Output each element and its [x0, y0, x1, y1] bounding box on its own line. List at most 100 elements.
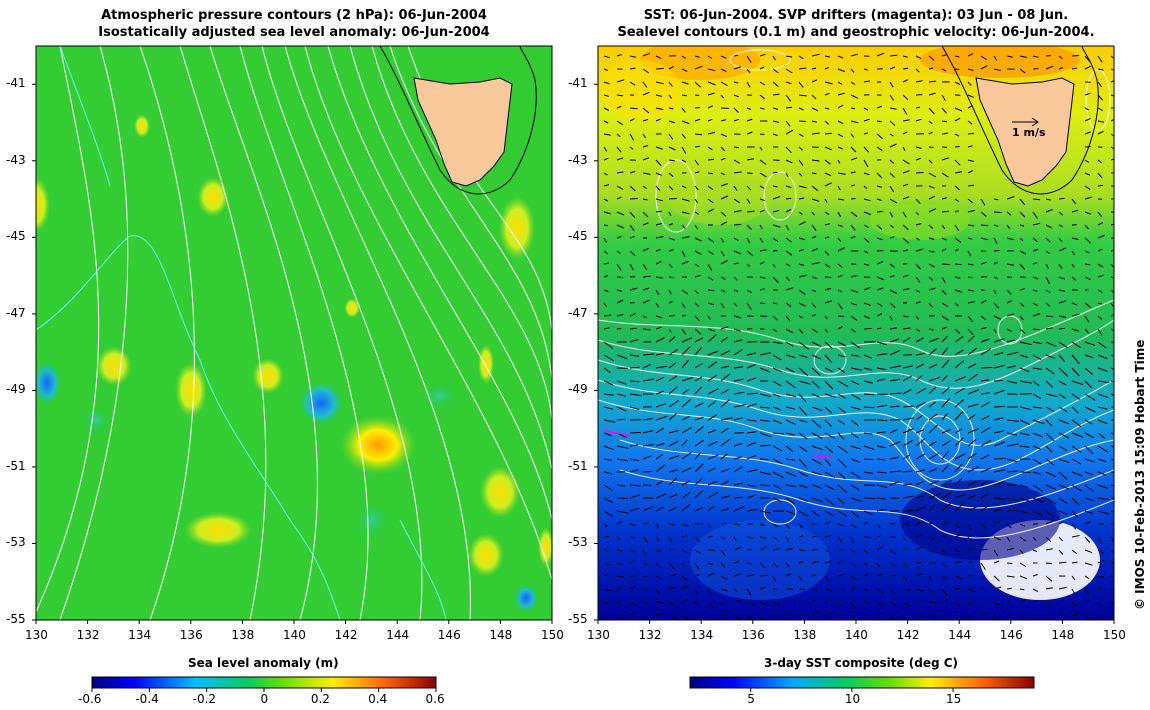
velocity-arrow: [824, 223, 830, 226]
velocity-arrow: [798, 341, 809, 350]
velocity-arrow: [915, 315, 919, 320]
velocity-arrow: [1032, 393, 1041, 399]
velocity-arrow: [915, 495, 925, 499]
velocity-arrow: [681, 575, 688, 581]
velocity-arrow: [837, 198, 845, 201]
velocity-arrow: [1032, 289, 1038, 292]
velocity-arrow: [954, 68, 960, 71]
velocity-arrow: [1084, 380, 1093, 389]
velocity-arrow: [616, 196, 622, 200]
velocity-arrow: [941, 562, 947, 567]
velocity-arrow: [876, 105, 883, 109]
velocity-arrow: [655, 403, 666, 408]
velocity-arrow: [772, 354, 782, 361]
velocity-arrow: [824, 81, 833, 85]
velocity-arrow: [876, 172, 883, 179]
velocity-arrow: [746, 81, 751, 88]
velocity-arrow: [707, 467, 717, 473]
velocity-arrow: [785, 341, 794, 347]
velocity-arrow: [824, 276, 832, 278]
velocity-arrow: [837, 133, 844, 138]
velocity-arrow: [850, 133, 855, 138]
lon-tick-label: 148: [489, 628, 513, 642]
velocity-arrow: [1110, 522, 1114, 525]
velocity-arrow: [603, 445, 615, 451]
velocity-arrow: [1097, 445, 1109, 453]
velocity-arrow: [1019, 237, 1024, 242]
velocity-arrow: [655, 236, 664, 239]
velocity-arrow: [707, 361, 717, 369]
velocity-arrow: [616, 211, 625, 216]
axis-ticks: [32, 83, 1115, 624]
velocity-arrow: [668, 120, 676, 124]
velocity-arrow: [603, 471, 613, 475]
velocity-arrow: [876, 431, 887, 434]
velocity-arrow: [941, 387, 950, 395]
velocity-arrow: [915, 562, 921, 564]
velocity-arrow: [980, 467, 992, 473]
velocity-arrow: [1071, 419, 1082, 428]
velocity-arrow: [1110, 118, 1114, 122]
velocity-arrow: [811, 132, 820, 135]
lat-tick-label: -51: [6, 458, 26, 473]
velocity-arrow: [642, 444, 655, 447]
velocity-arrow: [694, 363, 703, 369]
velocity-arrow: [1084, 159, 1089, 163]
velocity-arrow: [785, 287, 794, 291]
velocity-arrow: [1006, 328, 1012, 332]
velocity-arrow: [746, 198, 751, 204]
velocity-arrow: [772, 55, 776, 61]
velocity-arrow: [1084, 445, 1094, 455]
velocity-arrow: [707, 263, 713, 271]
velocity-arrow: [863, 68, 869, 71]
velocity-arrow: [876, 313, 883, 317]
velocity-arrow: [603, 274, 609, 278]
velocity-arrow: [811, 484, 822, 489]
velocity-arrow: [1084, 432, 1095, 439]
velocity-arrow: [837, 612, 842, 616]
velocity-arrow: [1019, 211, 1026, 218]
velocity-arrow: [876, 546, 884, 551]
velocity-arrow: [642, 287, 650, 291]
velocity-arrow: [1006, 509, 1018, 512]
velocity-arrow: [694, 198, 698, 203]
velocity-arrow: [902, 562, 908, 568]
velocity-arrow: [941, 68, 947, 72]
velocity-arrow: [681, 377, 693, 382]
velocity-arrow: [1058, 263, 1063, 269]
velocity-arrow: [733, 456, 743, 460]
velocity-arrow: [928, 452, 939, 460]
velocity-arrow: [772, 93, 780, 96]
velocity-arrow: [876, 523, 881, 528]
velocity-arrow: [785, 432, 796, 436]
velocity-arrow: [655, 365, 668, 369]
velocity-arrow: [1032, 222, 1041, 226]
velocity-arrow: [733, 546, 742, 551]
velocity-arrow: [1045, 367, 1055, 375]
velocity-arrow: [941, 172, 949, 178]
velocity-arrow: [681, 159, 687, 163]
velocity-arrow: [1058, 419, 1070, 425]
velocity-arrow: [1097, 107, 1104, 112]
colorbar-tick-label: 0.6: [425, 692, 445, 706]
velocity-arrow: [954, 614, 961, 619]
velocity-arrow: [798, 419, 808, 423]
velocity-arrow: [915, 546, 923, 551]
velocity-arrow: [1097, 81, 1103, 88]
velocity-arrow: [616, 54, 622, 57]
velocity-arrow: [694, 289, 699, 295]
velocity-arrow: [993, 55, 998, 61]
velocity-arrow: [759, 523, 766, 527]
velocity-arrow: [785, 393, 797, 398]
velocity-arrow: [603, 510, 614, 517]
velocity-arrow: [1097, 536, 1102, 544]
velocity-arrow: [759, 432, 772, 438]
velocity-arrow: [837, 302, 843, 310]
velocity-arrow: [915, 414, 924, 421]
velocity-arrow: [1110, 497, 1114, 499]
velocity-arrow: [1084, 250, 1090, 254]
velocity-arrow: [694, 386, 703, 395]
velocity-arrow: [902, 417, 914, 421]
velocity-arrow: [603, 146, 608, 152]
velocity-arrow: [629, 170, 636, 174]
